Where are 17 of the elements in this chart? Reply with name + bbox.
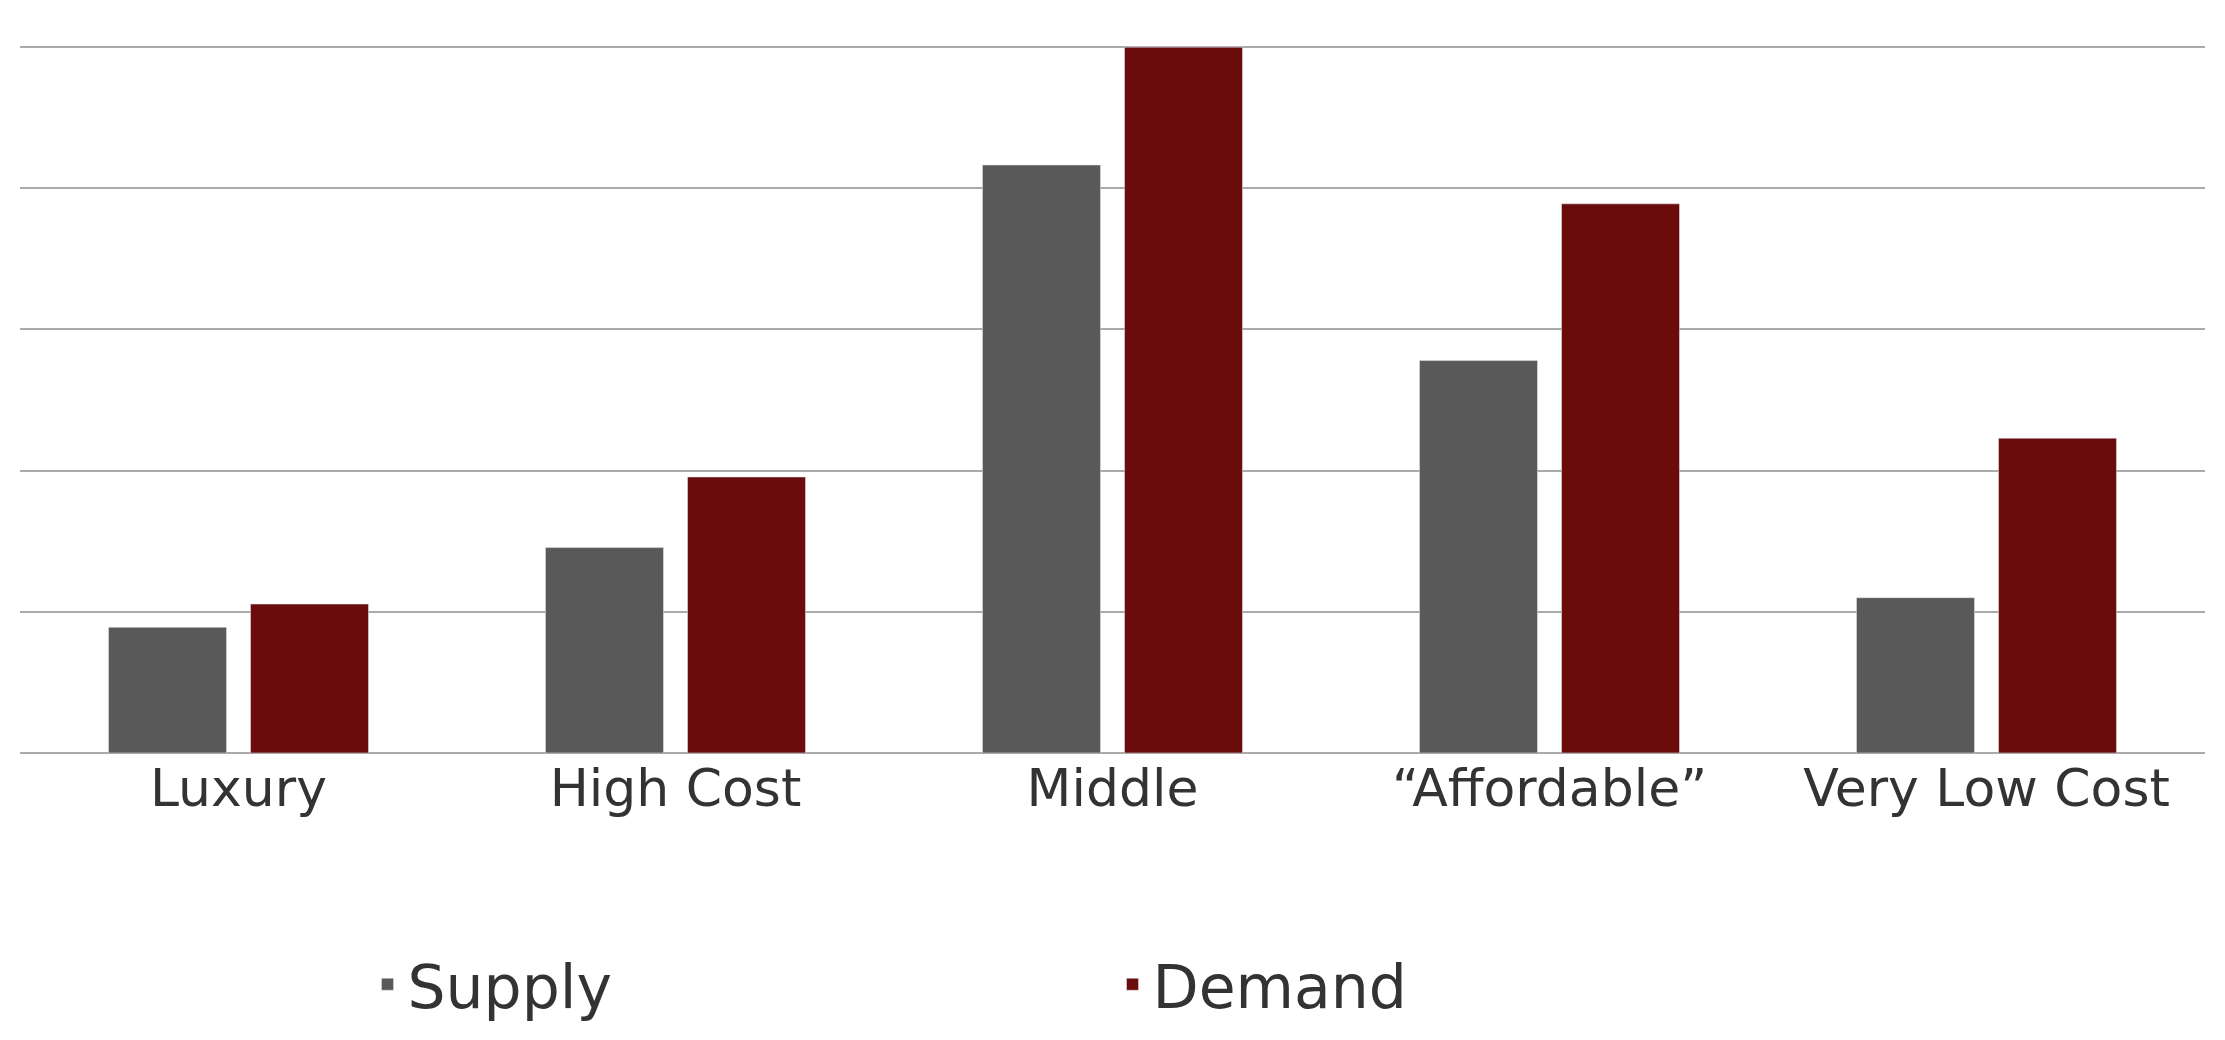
x-tick-label: High Cost: [549, 758, 802, 818]
bar: [1856, 597, 1975, 753]
bar: [1124, 46, 1243, 753]
bar: [687, 476, 806, 753]
x-tick-label: Luxury: [150, 758, 327, 818]
bar: [1998, 437, 2117, 753]
bar: [108, 627, 227, 753]
bar: [1561, 203, 1680, 753]
legend-label: Demand: [1152, 951, 1407, 1022]
x-tick-label: “Affordable”: [1391, 758, 1708, 818]
x-tick-label: Middle: [1026, 758, 1199, 818]
bar: [1419, 360, 1538, 753]
bar: [982, 164, 1101, 753]
bar: [545, 547, 664, 753]
legend-label: Supply: [407, 951, 612, 1022]
bar: [250, 603, 369, 753]
x-tick-label: Very Low Cost: [1803, 758, 2170, 818]
